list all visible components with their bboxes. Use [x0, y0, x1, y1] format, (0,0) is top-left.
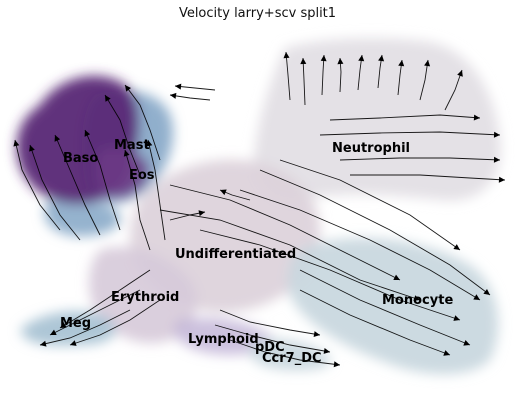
erythroid-region [88, 246, 198, 344]
cluster-label-ccr7-dc: Ccr7_DC [262, 351, 322, 366]
streamline-arrowhead [493, 156, 500, 163]
neutrophil-region [254, 38, 501, 201]
streamline [54, 134, 101, 236]
cluster-label-undifferentiated: Undifferentiated [175, 247, 296, 262]
streamline-arrowhead [457, 70, 463, 77]
cluster-label-eos: Eos [129, 168, 155, 183]
streamline [259, 169, 491, 296]
streamline-arrowhead [453, 315, 460, 321]
streamline [169, 184, 401, 281]
streamline-arrowhead [105, 95, 111, 102]
cluster-label-pdc: pDC [255, 340, 285, 355]
streamline [69, 299, 161, 346]
streamline-arrowhead [473, 114, 480, 121]
streamline-arrowhead [443, 350, 450, 356]
streamline-arrowhead [170, 92, 177, 99]
streamline-arrowhead [84, 130, 91, 137]
cluster-labels: Baso Mast Eos Neutrophil Undifferentiate… [60, 138, 453, 366]
cluster-label-erythroid: Erythroid [111, 290, 179, 305]
streamline-arrowhead [60, 322, 67, 328]
streamline-arrowhead [300, 58, 307, 65]
streamline [219, 309, 321, 336]
streamline [147, 139, 166, 241]
streamline-arrowhead [463, 340, 470, 346]
streamline-arrowhead [378, 55, 385, 62]
streamline-arrowhead [358, 55, 365, 62]
streamline [279, 159, 461, 251]
streamline-arrowhead [220, 189, 227, 196]
streamline-arrowhead [413, 295, 420, 301]
eos-region [95, 148, 149, 199]
streamline [229, 339, 341, 366]
streamline [49, 289, 141, 336]
velocity-streamlines [13, 51, 506, 368]
streamline-arrowhead [483, 289, 490, 295]
streamline-arrowhead [54, 135, 61, 142]
streamline [124, 84, 161, 161]
cluster-label-lymphoid: Lymphoid [188, 332, 259, 347]
cluster-label-meg: Meg [60, 316, 91, 331]
streamline-arrowhead [283, 52, 290, 59]
streamline [299, 269, 471, 346]
streamline [444, 69, 463, 111]
streamline-arrowhead [50, 329, 57, 335]
streamline [174, 85, 216, 91]
streamline [214, 324, 331, 353]
streamline [169, 94, 211, 101]
plot-title: Velocity larry+scv split1 [178, 6, 337, 21]
cluster-label-monocyte: Monocyte [382, 293, 453, 308]
streamline [299, 289, 451, 356]
streamline-arrowhead [29, 145, 35, 152]
streamline-arrowhead [493, 131, 500, 138]
cluster-label-mast: Mast [114, 138, 150, 153]
streamline-arrowhead [40, 340, 47, 347]
streamline [29, 144, 81, 241]
streamline [159, 209, 421, 301]
streamline [419, 59, 429, 101]
streamline-arrowhead [70, 340, 77, 346]
streamline-arrowhead [453, 244, 460, 250]
cell-scatter [16, 38, 501, 375]
streamline [14, 139, 61, 231]
streamline-arrowhead [393, 274, 400, 280]
streamline [339, 157, 501, 161]
streamline [104, 94, 141, 176]
streamline-arrowhead [424, 60, 431, 67]
streamline-arrowhead [337, 58, 344, 65]
monocyte-region [288, 238, 499, 375]
streamline-arrowhead [320, 55, 327, 62]
streamline-arrowhead [123, 150, 130, 157]
streamline-arrowhead [13, 140, 20, 147]
streamline [329, 114, 481, 121]
streamline-arrowhead [473, 294, 480, 300]
streamline [124, 149, 151, 251]
streamline-arrowhead [146, 140, 153, 147]
streamline-arrowhead [125, 85, 131, 92]
streamline [59, 269, 151, 329]
streamline-arrowhead [333, 361, 340, 368]
streamline [199, 229, 461, 321]
streamline [350, 174, 506, 181]
streamline [319, 131, 501, 136]
streamline-arrowhead [175, 83, 182, 90]
streamline-arrowhead [498, 176, 505, 183]
cluster-label-neutrophil: Neutrophil [332, 141, 410, 156]
streamline-arrowhead [398, 60, 405, 67]
streamline [39, 309, 131, 346]
streamline-arrowhead [198, 210, 205, 217]
streamline [285, 51, 291, 101]
streamline [302, 57, 306, 106]
meg-region [20, 311, 116, 346]
eos-lower-region [44, 198, 121, 237]
streamline-arrowhead [313, 331, 320, 337]
streamline [239, 189, 481, 301]
dc-region [249, 338, 331, 371]
cluster-label-baso: Baso [63, 151, 98, 166]
streamline [84, 129, 121, 231]
streamline-arrowhead [323, 348, 330, 354]
